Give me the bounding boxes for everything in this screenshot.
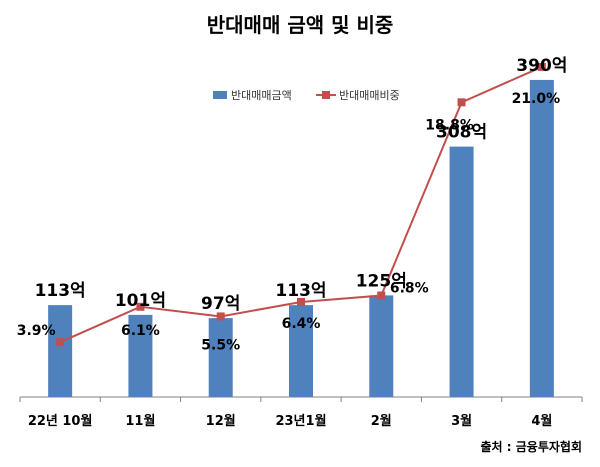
bar [128,314,153,397]
legend-label-line: 반대매매비중 [339,89,400,102]
bar-value-label: 390억 [516,56,567,76]
category-label: 2월 [371,413,392,429]
bar [529,79,554,398]
line-value-label: 6.4% [282,316,321,332]
line-marker [136,302,145,311]
chart-title: 반대매매 금액 및 비중 [207,13,394,37]
bar-value-labels: 113억 101억 97억 113억 125억 308억 390억 [35,56,568,314]
x-axis-ticks [19,397,583,402]
bar [208,318,233,397]
line-series [56,62,546,347]
category-label: 23년1월 [275,413,326,429]
line-marker [377,291,386,300]
line-value-label: 5.5% [201,337,240,353]
bar-value-label: 113억 [275,281,326,301]
bar [48,305,73,397]
line-marker [297,297,305,306]
source-note: 출처 : 금융투자협회 [481,439,582,454]
line-value-label: 3.9% [17,323,56,339]
bar [289,305,313,397]
bar [449,146,474,397]
line-value-label: 21.0% [512,91,561,107]
line-value-label: 6.1% [121,323,160,339]
category-label: 4월 [531,413,552,429]
legend: 반대매매금액 반대매매비중 [213,89,400,102]
line-marker [56,338,65,347]
bar-value-label: 113억 [35,281,86,301]
bar-value-label: 308억 [436,123,487,143]
bar-value-label: 125억 [356,271,407,291]
category-label: 22년 10월 [28,413,93,429]
legend-label-bar: 반대매매금액 [231,89,292,102]
category-label: 11월 [125,413,155,429]
category-label: 12월 [206,413,236,429]
line-value-label: 18.8% [425,117,474,133]
bar-value-label: 101억 [115,291,166,311]
line-value-label: 6.8% [390,281,429,297]
bar-value-label: 97억 [201,294,240,314]
category-label: 3월 [451,413,472,429]
bar [369,295,394,397]
line-marker [537,62,546,71]
legend-marker-line [322,91,330,99]
bar-series [48,79,554,398]
legend-swatch-bar [213,91,227,99]
line-marker [216,312,225,321]
category-labels: 22년 10월 11월 12월 23년1월 2월 3월 4월 [28,413,553,429]
line-value-labels: 3.9% 6.1% 5.5% 6.4% 6.8% 18.8% 21.0% [17,91,560,354]
line-marker [457,98,466,107]
